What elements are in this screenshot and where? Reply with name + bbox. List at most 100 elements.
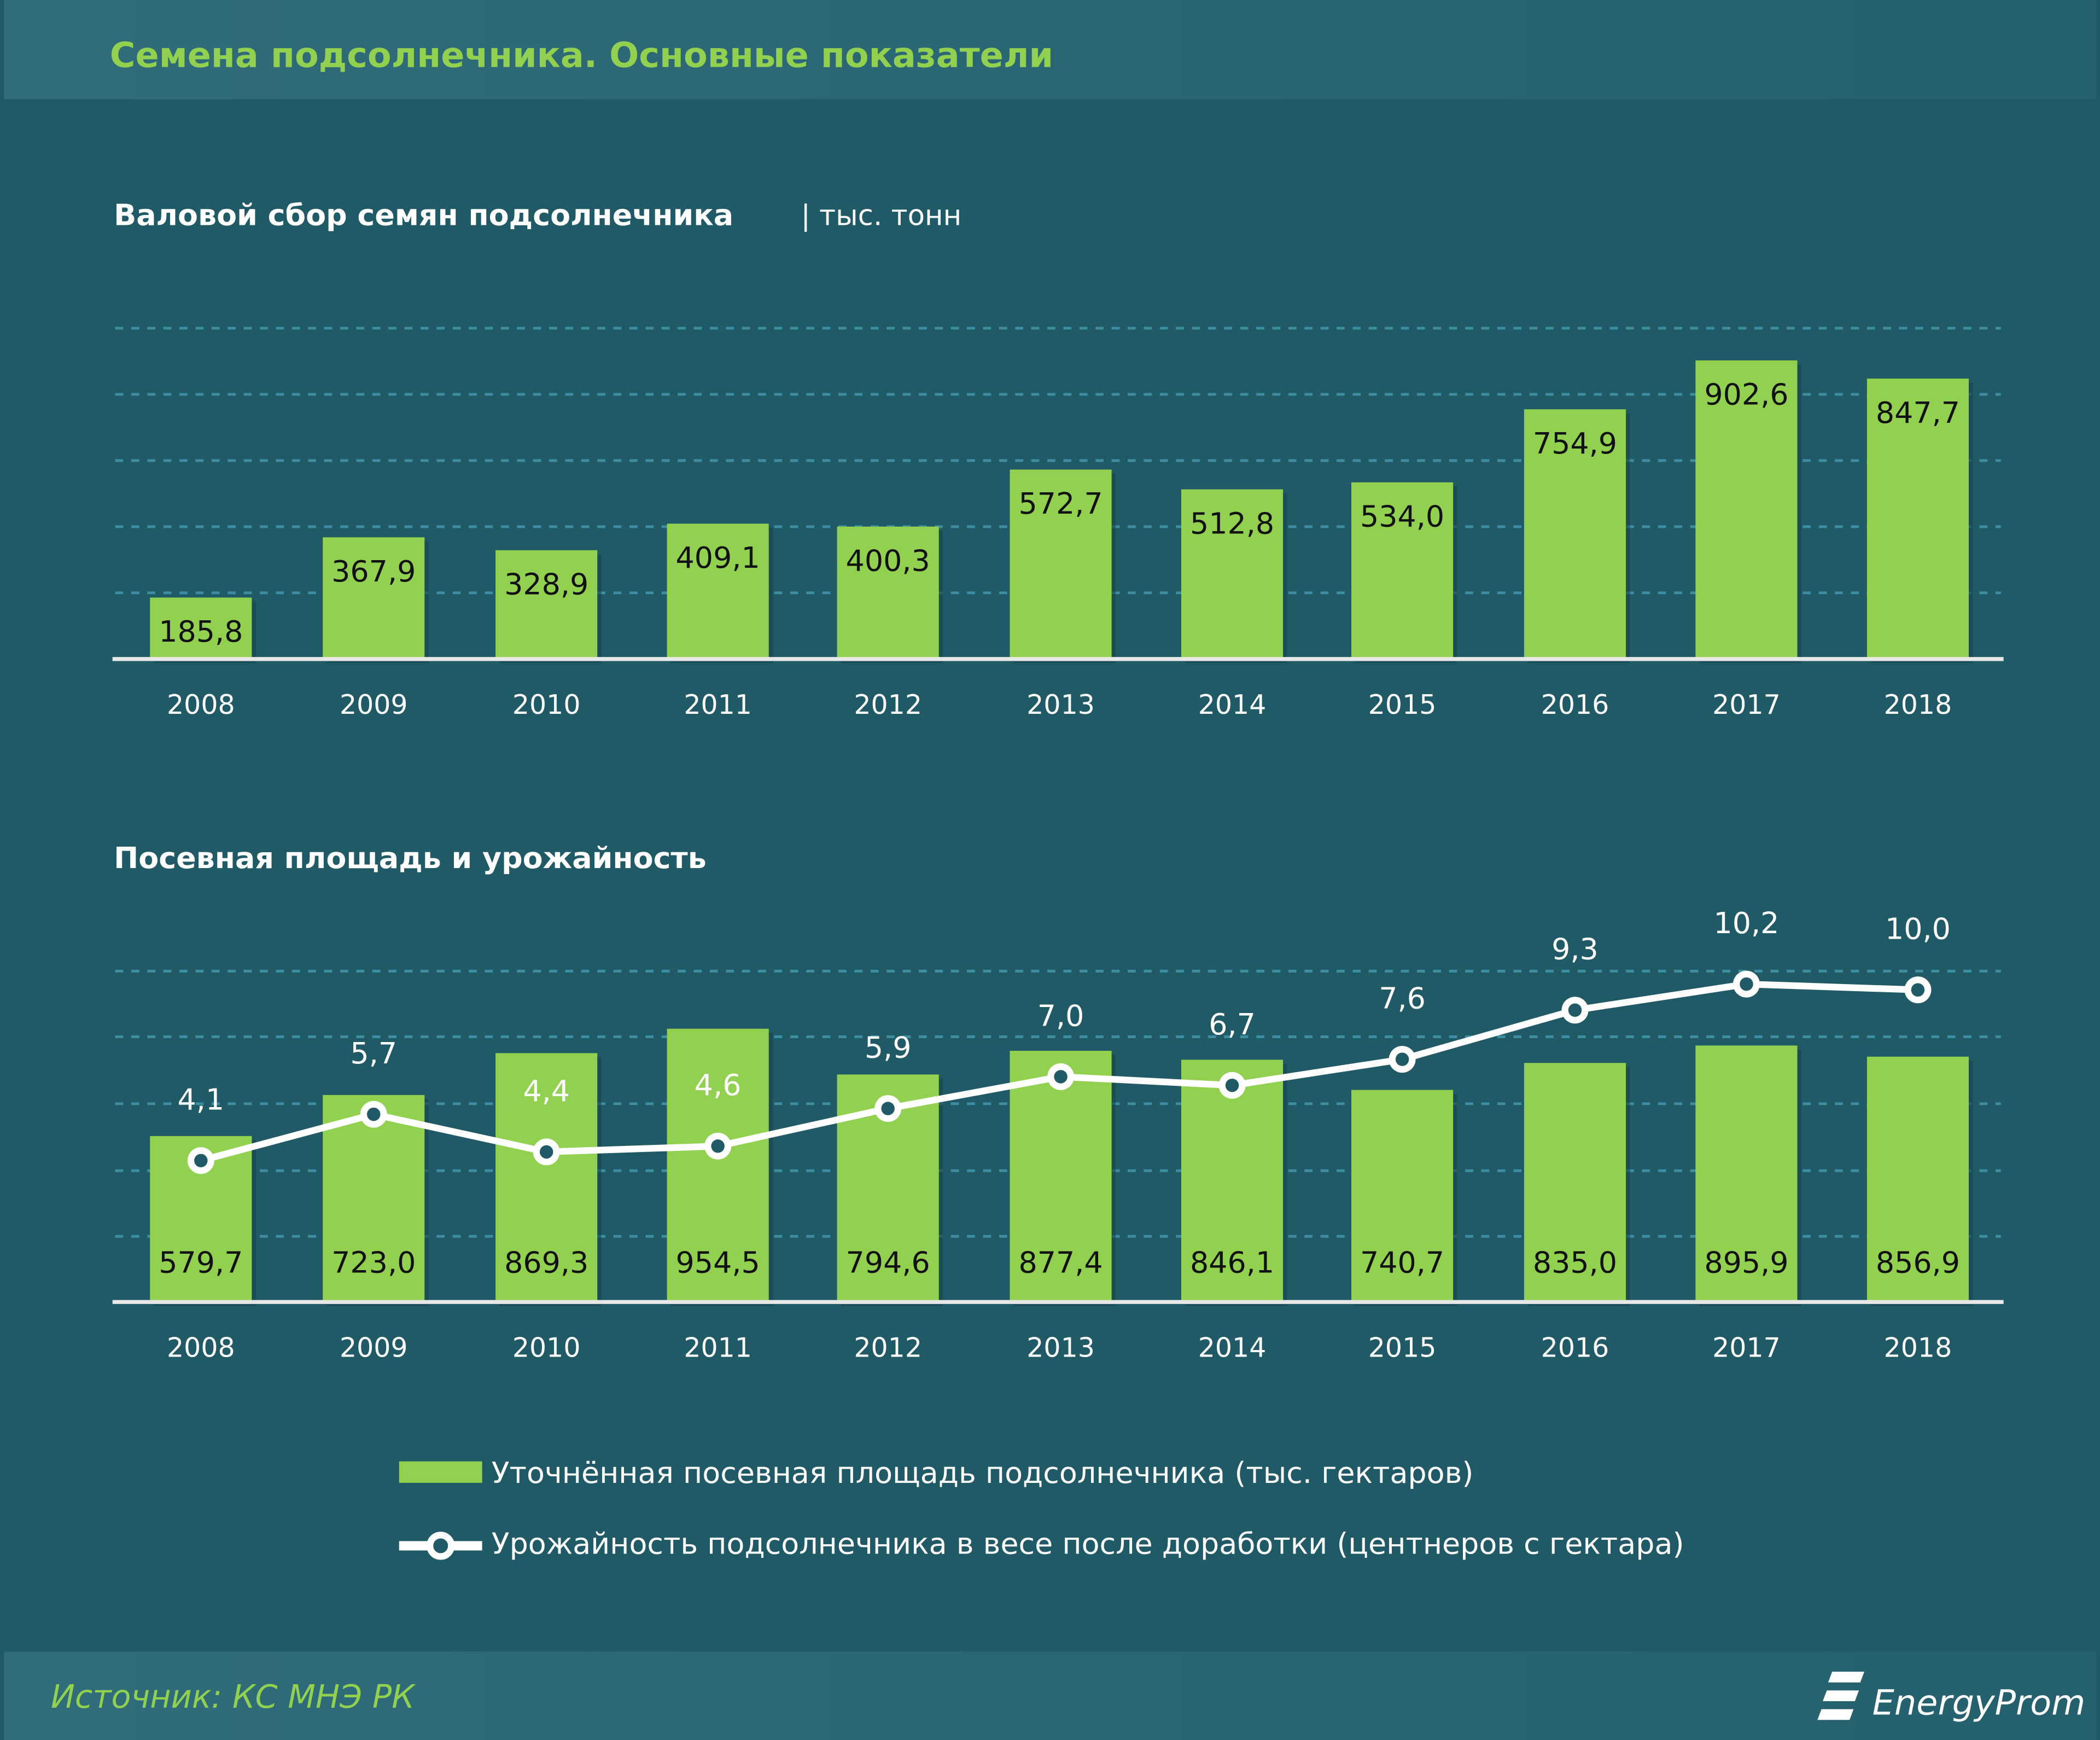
- bar-value-label: 572,7: [1018, 486, 1102, 521]
- x-tick-label: 2011: [684, 689, 752, 720]
- x-tick-label: 2013: [1026, 689, 1095, 720]
- line-value-label: 7,0: [1037, 998, 1084, 1033]
- source-text: Источник: КС МНЭ РК: [51, 1678, 416, 1715]
- bar-value-label: 869,3: [504, 1245, 588, 1279]
- line-value-label: 10,2: [1714, 906, 1780, 940]
- bar: [323, 537, 425, 659]
- x-tick-label: 2008: [167, 1332, 235, 1364]
- x-tick-label: 2016: [1541, 689, 1609, 720]
- bar-value-label: 902,6: [1704, 377, 1788, 412]
- yield-point-center: [539, 1145, 553, 1159]
- line-value-label: 9,3: [1551, 932, 1599, 967]
- x-tick-label: 2018: [1884, 1332, 1952, 1364]
- bar: [1866, 379, 1969, 659]
- logo-icon: [1817, 1672, 1864, 1720]
- x-tick-label: 2011: [684, 1332, 752, 1364]
- bar: [667, 1028, 769, 1302]
- header-band: [4, 0, 2096, 100]
- bar: [1010, 469, 1112, 659]
- bar: [1866, 1056, 1969, 1302]
- bar-value-label: 400,3: [846, 544, 930, 578]
- line-value-label: 5,7: [350, 1036, 397, 1070]
- bar: [1181, 489, 1284, 659]
- x-tick-label: 2015: [1368, 689, 1437, 720]
- bar-value-label: 877,4: [1018, 1245, 1102, 1279]
- bar: [1695, 360, 1798, 659]
- yield-point-center: [1225, 1078, 1239, 1092]
- x-tick-label: 2012: [854, 1332, 922, 1364]
- chart2-title: Посевная площадь и урожайность: [114, 841, 707, 875]
- x-tick-label: 2015: [1368, 1332, 1437, 1364]
- bar-value-label: 579,7: [159, 1245, 243, 1279]
- bar-value-label: 534,0: [1360, 499, 1444, 534]
- x-tick-label: 2017: [1712, 1332, 1781, 1364]
- line-value-label: 6,7: [1209, 1007, 1256, 1041]
- bar: [323, 1095, 425, 1302]
- x-tick-label: 2009: [340, 689, 408, 720]
- line-value-label: 10,0: [1885, 912, 1951, 946]
- bar: [495, 1053, 598, 1302]
- line-value-label: 4,1: [178, 1083, 225, 1117]
- x-tick-label: 2008: [167, 689, 235, 720]
- yield-point-center: [711, 1139, 725, 1153]
- bar: [1695, 1045, 1798, 1302]
- bar: [1181, 1060, 1284, 1302]
- legend-line-label: Урожайность подсолнечника в весе после д…: [492, 1527, 1684, 1561]
- bar: [667, 523, 769, 659]
- bar-value-label: 367,9: [331, 554, 416, 589]
- yield-point-center: [1054, 1070, 1068, 1084]
- footer-band: [4, 1651, 2096, 1740]
- bar: [837, 526, 939, 659]
- chart1-unit: | тыс. тонн: [801, 199, 961, 232]
- bar: [495, 550, 598, 659]
- bar-value-label: 856,9: [1876, 1245, 1960, 1279]
- bar-value-label: 835,0: [1533, 1245, 1617, 1279]
- x-tick-label: 2017: [1712, 689, 1781, 720]
- yield-point-center: [367, 1107, 381, 1121]
- bar-value-label: 794,6: [846, 1245, 930, 1279]
- bar: [1524, 1063, 1626, 1302]
- line-value-label: 7,6: [1379, 981, 1426, 1016]
- legend-marker-icon: [427, 1532, 455, 1560]
- bar-value-label: 847,7: [1876, 395, 1960, 430]
- bar: [1351, 482, 1454, 659]
- chart2: 579,7 2008 723,0 2009 869,3 2010 954,5 2011 794,…: [112, 906, 2004, 1364]
- yield-point-center: [1568, 1003, 1582, 1017]
- x-tick-label: 2013: [1026, 1332, 1095, 1364]
- page-title: Семена подсолнечника. Основные показател…: [110, 35, 1053, 75]
- bar: [1351, 1090, 1454, 1302]
- logo-text: EnergyProm: [1872, 1683, 2086, 1723]
- x-tick-label: 2010: [512, 689, 581, 720]
- legend: Уточнённая посевная площадь подсолнечник…: [399, 1456, 1684, 1561]
- bar: [1524, 409, 1626, 659]
- chart1: 185,8 2008 367,9 2009 328,9 2010 409,1 2011 400,…: [112, 327, 2004, 720]
- bar-value-label: 409,1: [676, 540, 760, 575]
- yield-point-center: [1911, 983, 1925, 997]
- line-value-label: 5,9: [865, 1030, 912, 1064]
- yield-point-center: [1395, 1052, 1409, 1066]
- bar-value-label: 895,9: [1704, 1245, 1788, 1279]
- bar-value-label: 185,8: [159, 614, 243, 649]
- chart1-title: Валовой сбор семян подсолнечника: [114, 197, 733, 232]
- line-value-label: 4,6: [695, 1068, 742, 1102]
- bar-value-label: 754,9: [1533, 426, 1617, 461]
- bar-value-label: 846,1: [1190, 1245, 1274, 1279]
- legend-bar-swatch: [399, 1461, 482, 1483]
- x-tick-label: 2010: [512, 1332, 581, 1364]
- x-tick-label: 2009: [340, 1332, 408, 1364]
- yield-point-center: [194, 1154, 208, 1167]
- bar: [1010, 1051, 1112, 1302]
- yield-point-center: [881, 1102, 895, 1115]
- bar-value-label: 328,9: [504, 567, 588, 602]
- x-tick-label: 2018: [1884, 689, 1952, 720]
- energyprom-logo: EnergyProm: [1817, 1672, 2085, 1723]
- bar-value-label: 512,8: [1190, 506, 1274, 540]
- bar-value-label: 954,5: [676, 1245, 760, 1279]
- x-tick-label: 2014: [1198, 1332, 1267, 1364]
- x-tick-label: 2014: [1198, 689, 1267, 720]
- legend-bar-label: Уточнённая посевная площадь подсолнечник…: [492, 1456, 1474, 1490]
- bar: [150, 597, 252, 659]
- line-value-label: 4,4: [523, 1074, 570, 1108]
